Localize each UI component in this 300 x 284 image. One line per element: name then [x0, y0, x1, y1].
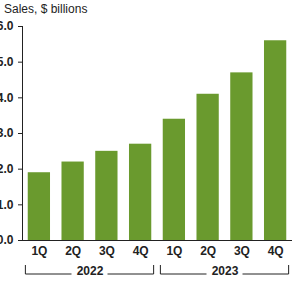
svg-text:1Q: 1Q	[166, 244, 182, 258]
svg-text:6.0: 6.0	[0, 19, 14, 33]
svg-text:2.0: 2.0	[0, 162, 14, 176]
svg-text:3Q: 3Q	[234, 244, 250, 258]
svg-text:2Q: 2Q	[65, 244, 81, 258]
svg-text:2023: 2023	[212, 264, 239, 278]
svg-text:5.0: 5.0	[0, 55, 14, 69]
svg-text:4Q: 4Q	[268, 244, 284, 258]
svg-text:2Q: 2Q	[200, 244, 216, 258]
svg-text:1Q: 1Q	[31, 244, 47, 258]
svg-text:4.0: 4.0	[0, 91, 14, 105]
svg-text:1.0: 1.0	[0, 198, 14, 212]
svg-text:0.0: 0.0	[0, 233, 14, 247]
svg-text:3Q: 3Q	[99, 244, 115, 258]
svg-text:3.0: 3.0	[0, 126, 14, 140]
html-text:Sales, $ billions: Sales, $ billions	[4, 2, 88, 16]
svg-text:4Q: 4Q	[133, 244, 149, 258]
svg-text:2022: 2022	[77, 264, 104, 278]
